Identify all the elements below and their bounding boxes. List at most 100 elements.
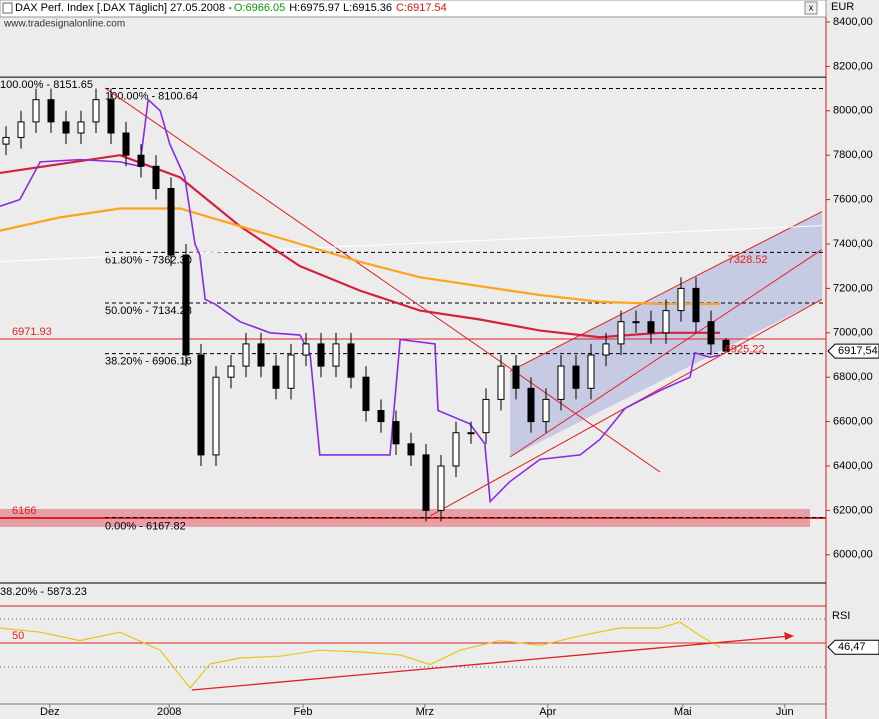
- candle-body: [182, 254, 190, 356]
- support-label: 6971.93: [12, 326, 52, 338]
- candle-body: [602, 343, 610, 356]
- trendline: [0, 225, 823, 263]
- y-tick-label: 7800,00: [833, 149, 873, 161]
- y-tick-label: 7200,00: [833, 282, 873, 294]
- header-icon: [2, 2, 13, 14]
- y-tick-label: 8400,00: [833, 16, 873, 28]
- level-label: 50.00% - 7134.23: [105, 305, 192, 317]
- candle-body: [17, 121, 25, 138]
- rsi-title: RSI: [832, 610, 850, 622]
- candle-body: [2, 136, 10, 145]
- y-tick-label: 7000,00: [833, 327, 873, 339]
- candle-body: [32, 99, 40, 123]
- candle-body: [497, 365, 505, 400]
- x-tick-label: Dez: [40, 706, 60, 718]
- candle-body: [407, 443, 415, 456]
- header-open: O:6966.05: [234, 2, 285, 14]
- candle-body: [272, 365, 280, 389]
- y-tick-label: 8200,00: [833, 60, 873, 72]
- candle-body: [317, 343, 325, 367]
- header-high-low: H:6975.97 L:6915.36: [289, 2, 392, 14]
- candle-body: [482, 398, 490, 434]
- candle-body: [212, 376, 220, 456]
- series-line: [0, 98, 721, 504]
- x-tick-label: Mrz: [416, 706, 434, 718]
- candle-body: [242, 343, 250, 367]
- candle-body: [527, 387, 535, 423]
- candle-body: [632, 321, 640, 324]
- candle-body: [467, 432, 475, 435]
- trendline: [509, 249, 823, 458]
- candle-body: [617, 321, 625, 345]
- rsi-panel: 50 46,47: [0, 618, 879, 691]
- candle-body: [722, 339, 730, 352]
- candle-body: [332, 343, 340, 367]
- watermark: www.tradesignalonline.com: [3, 19, 125, 30]
- x-tick-label: Feb: [294, 706, 313, 718]
- candle-body: [77, 121, 85, 134]
- channel-label: 7328.52: [728, 254, 768, 266]
- close-icon: x: [809, 2, 814, 12]
- candle-body: [227, 365, 235, 378]
- candle-body: [707, 321, 715, 345]
- candle-body: [557, 365, 565, 400]
- candle-body: [257, 343, 265, 367]
- series-line: [0, 207, 720, 306]
- candle-body: [152, 165, 160, 189]
- y-tick-label: 7400,00: [833, 238, 873, 250]
- candle-body: [347, 343, 355, 378]
- y-tick-label: 6600,00: [833, 416, 873, 428]
- candle-body: [512, 365, 520, 389]
- trendline: [104, 87, 661, 473]
- candle-body: [377, 410, 385, 423]
- rsi-arrowhead: [784, 632, 795, 641]
- support-label: 6166: [12, 505, 36, 517]
- candle-body: [47, 99, 55, 123]
- x-tick-label: Jun: [776, 706, 794, 718]
- channel-label: 6925.22: [725, 343, 765, 355]
- x-tick-label: Mai: [674, 706, 692, 718]
- close-button[interactable]: [804, 1, 818, 15]
- level-label: 0.00% - 6167.82: [105, 520, 186, 532]
- header-bar: [0, 0, 827, 18]
- price-tag-label: 6917,54: [838, 345, 878, 357]
- y-tick-label: 6400,00: [833, 460, 873, 472]
- rsi-tag-label: 46,47: [838, 641, 866, 653]
- rsi-trendline: [191, 635, 791, 691]
- candle-body: [362, 376, 370, 412]
- price-panel: 6000,00 6200,00 6400,00 6600,00 6800,00 7000,…: [0, 16, 879, 718]
- rsi-reference-label: 50: [12, 630, 24, 642]
- candle-body: [287, 354, 295, 389]
- trendline: [509, 211, 823, 372]
- price-tag: [827, 343, 879, 359]
- candle-body: [542, 398, 550, 423]
- candle-body: [107, 99, 115, 134]
- header-title: DAX Perf. Index [.DAX Täglich] 27.05.200…: [15, 2, 232, 14]
- y-tick-label: 6200,00: [833, 504, 873, 516]
- candle-body: [392, 421, 400, 445]
- level-label: 100.00% - 8100.64: [105, 90, 198, 102]
- y-tick-label: 8000,00: [833, 105, 873, 117]
- candle-body: [572, 365, 580, 389]
- candle-body: [422, 454, 430, 511]
- candle-body: [437, 465, 445, 511]
- candle-body: [677, 287, 685, 312]
- y-tick-label: 6000,00: [833, 549, 873, 561]
- candle-body: [137, 154, 145, 167]
- candle-body: [662, 310, 670, 334]
- level-label: 38.20% - 6906.16: [105, 356, 192, 368]
- candle-body: [167, 187, 175, 256]
- rsi-tag: [827, 639, 879, 655]
- header-close: C:6917.54: [396, 2, 447, 14]
- series-line: [0, 621, 721, 689]
- candle-body: [122, 132, 130, 156]
- candle-body: [92, 99, 100, 123]
- level-label: 61.80% - 7362.30: [105, 254, 192, 266]
- candle-body: [452, 432, 460, 467]
- series-line: [0, 154, 720, 339]
- candle-body: [647, 321, 655, 334]
- y-tick-label: 6800,00: [833, 371, 873, 383]
- candle-body: [587, 354, 595, 389]
- candle-body: [197, 354, 205, 456]
